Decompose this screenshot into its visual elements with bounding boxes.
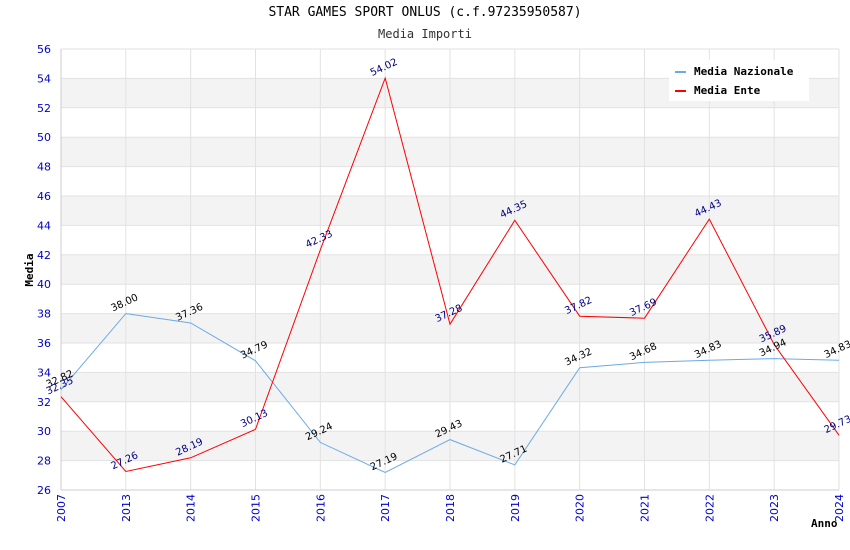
chart-title: STAR GAMES SPORT ONLUS (c.f.97235950587) — [268, 5, 582, 20]
x-tick-label: 2013 — [120, 494, 133, 522]
x-axis-label: Anno — [811, 517, 838, 530]
x-tick-label: 2020 — [574, 494, 587, 522]
x-tick-label: 2022 — [703, 494, 716, 522]
y-tick-label: 28 — [37, 455, 51, 468]
legend-label: Media Nazionale — [694, 65, 794, 78]
y-tick-label: 44 — [37, 219, 51, 232]
x-tick-label: 2015 — [250, 494, 263, 522]
series-line — [60, 76, 840, 473]
x-tick-label: 2021 — [639, 494, 652, 522]
series-line — [60, 313, 840, 474]
grid-lines — [60, 48, 840, 491]
x-tick-label: 2016 — [314, 494, 327, 522]
series-lines — [60, 76, 840, 474]
x-tick-label: 2007 — [55, 494, 68, 522]
y-tick-label: 56 — [37, 43, 51, 56]
y-axis-label: Media — [23, 253, 36, 286]
x-tick-label: 2018 — [444, 494, 457, 522]
y-tick-label: 32 — [37, 396, 51, 409]
x-tick-label: 2024 — [833, 494, 846, 522]
y-tick-label: 26 — [37, 484, 51, 497]
x-tick-label: 2014 — [185, 494, 198, 522]
y-tick-label: 46 — [37, 190, 51, 203]
y-tick-label: 38 — [37, 308, 51, 321]
y-tick-label: 50 — [37, 131, 51, 144]
y-tick-label: 54 — [37, 72, 51, 85]
y-axis-ticks: 26 28 30 32 34 36 38 40 42 44 46 48 50 52 54 56 — [37, 43, 51, 497]
chart-subtitle: Media Importi — [378, 27, 472, 41]
x-tick-label: 2023 — [768, 494, 781, 522]
y-tick-label: 48 — [37, 161, 51, 174]
x-tick-label: 2017 — [379, 494, 392, 522]
y-tick-label: 30 — [37, 425, 51, 438]
y-tick-label: 40 — [37, 278, 51, 291]
y-tick-label: 36 — [37, 337, 51, 350]
legend-label: Media Ente — [694, 84, 761, 97]
y-tick-label: 52 — [37, 102, 51, 115]
y-tick-label: 42 — [37, 249, 51, 262]
legend-box — [669, 60, 809, 101]
legend: Media Nazionale Media Ente — [669, 60, 809, 101]
y-tick-label: 34 — [37, 366, 51, 379]
x-axis-ticks: 2007 2013 2014 2015 2016 2017 2018 2019 2020 2021… — [55, 494, 846, 522]
x-tick-label: 2019 — [509, 494, 522, 522]
